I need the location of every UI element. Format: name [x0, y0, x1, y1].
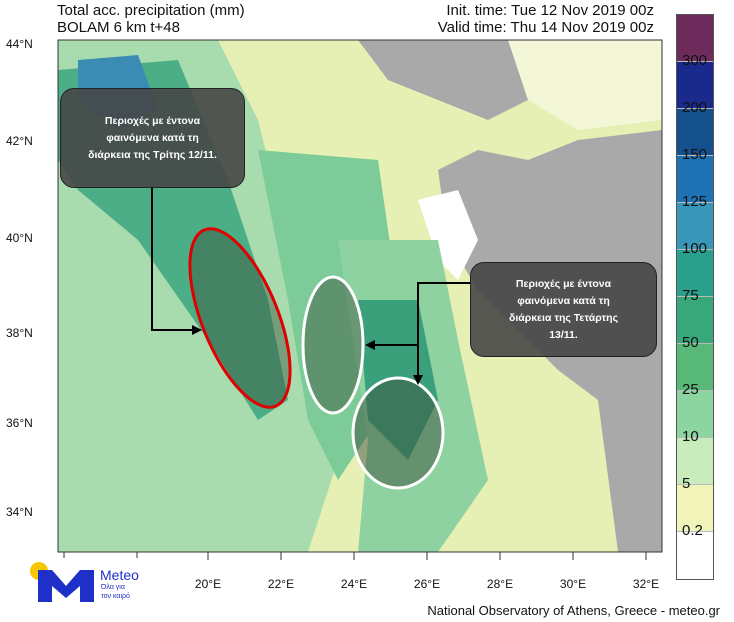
- lon-tick-28: 28°E: [486, 577, 514, 591]
- colorbar-swatch: [677, 203, 713, 250]
- land-bulgaria-east: [358, 40, 538, 120]
- colorbar-swatch: [677, 391, 713, 438]
- annotation-line: διάρκεια της Τρίτης 12/11.: [88, 148, 217, 161]
- arrowhead-left: [192, 325, 202, 335]
- init-time: Init. time: Tue 12 Nov 2019 00z: [446, 2, 654, 19]
- colorbar-swatch: [677, 438, 713, 485]
- lat-tick-42: 42°N: [6, 134, 33, 148]
- colorbar-swatch: [677, 156, 713, 203]
- colorbar-swatch: [677, 532, 713, 579]
- highlight-ellipse-white-1: [301, 275, 365, 415]
- lon-tick-22: 22°E: [267, 577, 295, 591]
- lat-tick-44: 44°N: [6, 37, 33, 51]
- colorbar-label: 50: [682, 334, 699, 351]
- arrow-left: [151, 186, 196, 331]
- colorbar-label: 0.2: [682, 522, 703, 539]
- annotation-line: Περιοχές με έντονα: [515, 277, 612, 290]
- logo-tagline-2: τον καιρό: [101, 593, 130, 600]
- highlight-ellipse-red: [188, 227, 292, 409]
- colorbar-swatch: [677, 62, 713, 109]
- colorbar-label: 75: [682, 287, 699, 304]
- lon-tick-30: 30°E: [559, 577, 587, 591]
- lon-tick-20: 20°E: [194, 577, 222, 591]
- annotation-line: διάρκεια της Τετάρτης: [508, 311, 619, 324]
- annotation-line: φαινόμενα κατά τη: [106, 131, 199, 144]
- model-label: BOLAM 6 km t+48: [57, 19, 180, 36]
- logo-tagline-1: Όλα για: [101, 584, 125, 591]
- credit: National Observatory of Athens, Greece -…: [427, 603, 720, 618]
- highlight-ellipse-white-2: [351, 376, 445, 490]
- sea-white: [418, 190, 478, 280]
- lon-tick-32: 32°E: [632, 577, 660, 591]
- lat-tick-36: 36°N: [6, 416, 33, 430]
- map-frame: [57, 39, 663, 553]
- colorbar-swatch: [677, 250, 713, 297]
- lat-tick-34: 34°N: [6, 505, 33, 519]
- logo-name: Meteo: [100, 567, 139, 583]
- valid-time: Valid time: Thu 14 Nov 2019 00z: [437, 19, 654, 36]
- lat-tick-38: 38°N: [6, 326, 33, 340]
- colorbar-label: 125: [682, 193, 708, 210]
- sea-white-2: [508, 40, 662, 130]
- colorbar-swatch: [677, 297, 713, 344]
- colorbar-swatch: [677, 109, 713, 156]
- colorbar-swatch: [677, 344, 713, 391]
- colorbar-label: 25: [682, 381, 699, 398]
- colorbar-label: 300: [682, 52, 708, 69]
- arrow-right: [417, 282, 470, 378]
- colorbar-label: 200: [682, 99, 708, 116]
- arrowhead-branch: [365, 340, 375, 350]
- lon-tick-24: 24°E: [340, 577, 368, 591]
- colorbar-label: 150: [682, 146, 708, 163]
- annotation-wednesday: Περιοχές με έντονα φαινόμενα κατά τη διά…: [470, 262, 657, 357]
- annotation-tuesday: Περιοχές με έντονα φαινόμενα κατά τη διά…: [60, 88, 245, 188]
- colorbar-swatch: [677, 485, 713, 532]
- annotation-line: 13/11.: [549, 328, 578, 341]
- logo-m-icon: [38, 570, 94, 602]
- lon-tick-marks: [63, 552, 647, 560]
- lon-tick-26: 26°E: [413, 577, 441, 591]
- colorbar: [676, 14, 714, 580]
- colorbar-label: 100: [682, 240, 708, 257]
- colorbar-label: 10: [682, 428, 699, 445]
- annotation-line: Περιοχές με έντονα: [104, 114, 201, 127]
- colorbar-swatch: [677, 15, 713, 62]
- map-title: Total acc. precipitation (mm): [57, 2, 245, 19]
- colorbar-label: 5: [682, 475, 691, 492]
- meteo-logo: Meteo Όλα για τον καιρό: [30, 562, 150, 604]
- lat-tick-40: 40°N: [6, 231, 33, 245]
- arrowhead-down: [413, 375, 423, 385]
- annotation-line: φαινόμενα κατά τη: [517, 294, 610, 307]
